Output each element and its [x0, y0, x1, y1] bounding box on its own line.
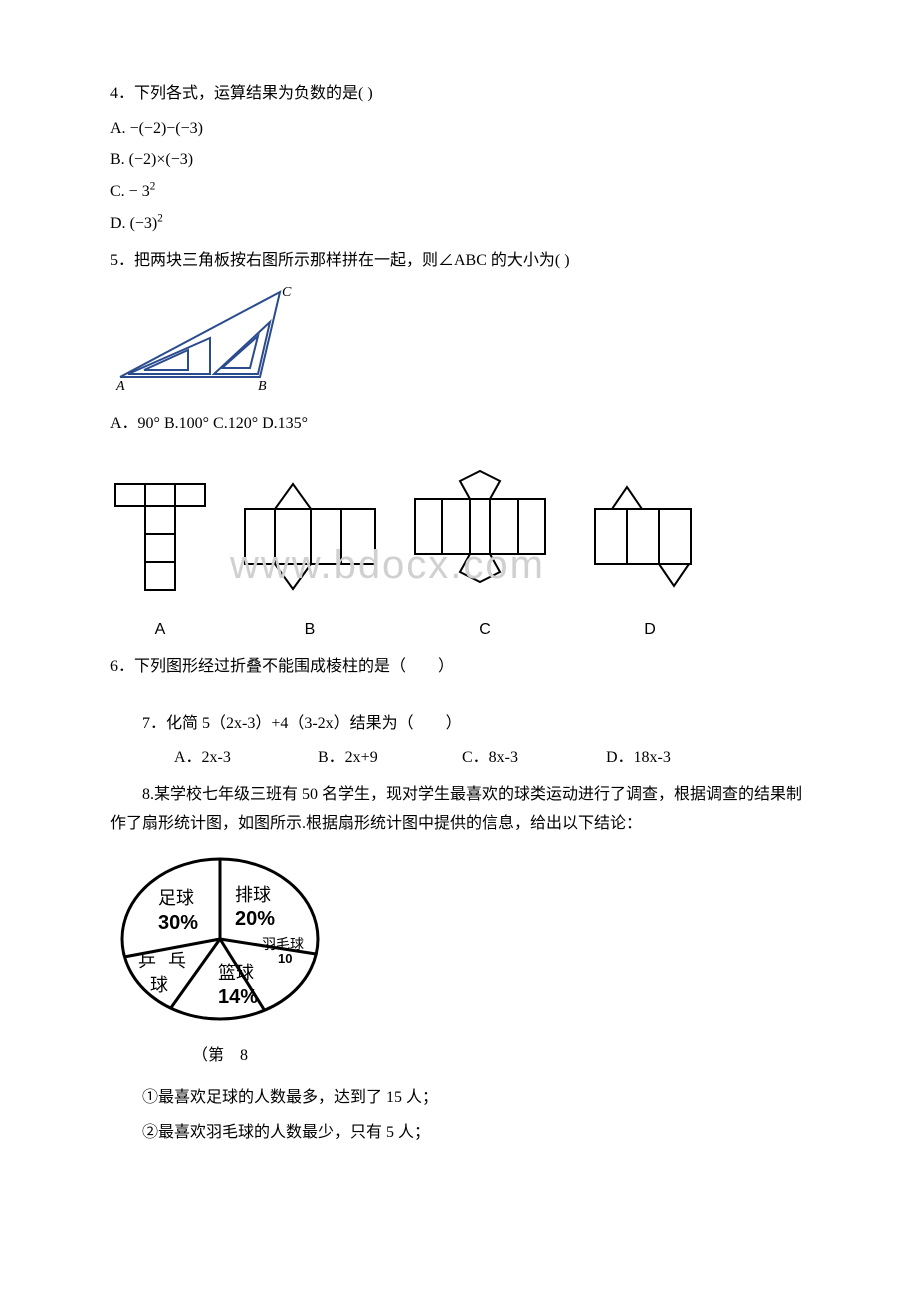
pie-badminton-pct: 10: [278, 951, 292, 966]
q6-label-c: C: [410, 616, 560, 645]
pie-basketball-label: 篮球: [218, 963, 254, 983]
q4-a-label: A.: [110, 115, 126, 144]
q4-a-expr: −(−2)−(−3): [130, 120, 203, 137]
pie-pingpong-l3: 球: [150, 975, 168, 995]
q6-label-b: B: [240, 616, 380, 645]
q4-d-sup: 2: [157, 213, 163, 225]
pie-football-label: 足球: [158, 888, 194, 908]
q6-net-d: D: [590, 479, 710, 645]
q4-d-base: (−3): [130, 215, 158, 232]
q8-concl-2: ②最喜欢羽毛球的人数最少，只有 5 人；: [110, 1119, 810, 1148]
q4-opt-c: C. − 32: [110, 177, 810, 207]
q7-stem: 7．化简 5（2x-3）+4（3-2x）结果为（ ）: [110, 710, 810, 739]
q8-stem: 8.某学校七年级三班有 50 名学生，现对学生最喜欢的球类运动进行了调查，根据调…: [110, 781, 810, 839]
pie-pingpong-l2: 乓: [168, 951, 186, 971]
pie-volleyball-label: 排球: [235, 885, 271, 905]
q7-b: B．2x+9: [286, 744, 426, 773]
q5-options: A．90° B.100° C.120° D.135°: [110, 410, 810, 439]
q4-opt-d: D. (−3)2: [110, 209, 810, 239]
q4-opt-b: B. (−2)×(−3): [110, 146, 810, 175]
q7-c: C．8x-3: [430, 744, 570, 773]
q8-caption: （第 8: [110, 1042, 330, 1071]
q5-label-a: A: [115, 379, 125, 392]
q6-stem: 6．下列图形经过折叠不能围成棱柱的是（ ）: [110, 653, 810, 682]
q5-figure: A B C: [110, 282, 810, 403]
q6-net-b: B: [240, 479, 380, 645]
q6-net-c: C: [410, 469, 560, 645]
q6-label-a: A: [110, 616, 210, 645]
q8-concl-1: ①最喜欢足球的人数最多，达到了 15 人；: [110, 1084, 810, 1113]
q4-d-label: D.: [110, 210, 126, 239]
q6-nets-row: A B C: [110, 469, 810, 645]
q4-d-expr: (−3)2: [130, 215, 163, 232]
q5-label-c: C: [282, 285, 292, 300]
pie-football-pct: 30%: [158, 912, 198, 934]
q4-b-label: B.: [110, 146, 125, 175]
q4-stem: 4．下列各式，运算结果为负数的是( ): [110, 80, 810, 109]
q5-stem: 5．把两块三角板按右图所示那样拼在一起，则∠ABC 的大小为( ): [110, 247, 810, 276]
q4-b-expr: (−2)×(−3): [129, 151, 193, 168]
q7-a: A．2x-3: [142, 744, 282, 773]
q8-pie-chart: 足球 30% 排球 20% 羽毛球 10 篮球 14% 乒 乓 球: [110, 849, 810, 1040]
q6-net-a: A: [110, 479, 210, 645]
q4-c-expr: − 32: [129, 183, 156, 200]
pie-basketball-pct: 14%: [218, 986, 258, 1008]
pie-pingpong-l1: 乒: [138, 951, 156, 971]
q5-label-b: B: [258, 379, 267, 392]
q7-options: A．2x-3 B．2x+9 C．8x-3 D．18x-3: [110, 744, 810, 773]
q6-label-d: D: [590, 616, 710, 645]
q4-c-label: C.: [110, 178, 125, 207]
pie-volleyball-pct: 20%: [235, 908, 275, 930]
q4-c-sup: 2: [150, 181, 156, 193]
q4-opt-a: A. −(−2)−(−3): [110, 115, 810, 144]
q4-c-base: − 3: [129, 183, 150, 200]
q7-d: D．18x-3: [574, 744, 714, 773]
